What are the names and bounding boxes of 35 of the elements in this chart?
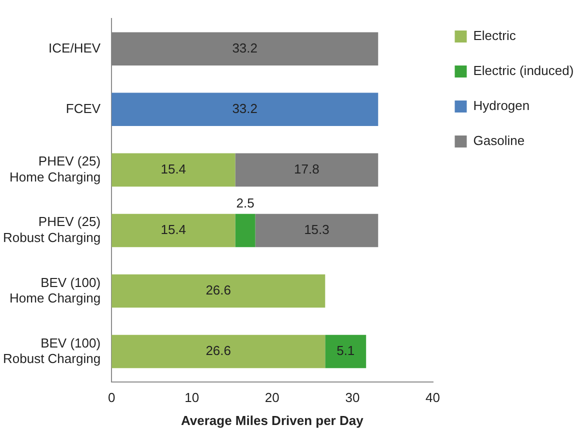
data-label: 26.6: [206, 343, 232, 358]
legend-label: Gasoline: [473, 133, 525, 148]
data-label: 15.3: [304, 222, 330, 238]
data-label: 17.8: [294, 162, 320, 177]
legend-label: Electric: [473, 28, 516, 44]
x-tick-label: 20: [264, 390, 280, 406]
x-tick-label: 40: [426, 390, 440, 406]
x-tick-label: 30: [345, 390, 360, 406]
bar: [112, 92, 378, 126]
y-tick-label: ICE/HEV: [48, 40, 101, 56]
bar: [112, 274, 326, 308]
y-tick-label: BEV (100) Robust Charging: [2, 335, 101, 366]
bar: [255, 214, 378, 248]
legend-label: Electric (induced): [473, 63, 574, 78]
bar: [235, 214, 256, 248]
data-label: 15.4: [160, 162, 186, 177]
y-tick-label: BEV (100) Home Charging: [10, 274, 101, 306]
x-axis-title: Average Miles Driven per Day: [180, 412, 364, 428]
legend-label: Hydrogen: [473, 98, 530, 114]
x-tick-label: 0: [108, 390, 116, 406]
bar: [235, 153, 378, 187]
data-label: 15.4: [160, 222, 186, 238]
bar: [112, 214, 236, 248]
y-tick-label: FCEV: [66, 100, 101, 116]
bar: [325, 334, 366, 368]
data-label: 33.2: [232, 100, 258, 116]
x-tick-label: 10: [184, 390, 200, 406]
bar: [112, 334, 326, 368]
y-tick-label: PHEV (25) Home Charging: [10, 154, 101, 184]
data-label: 33.2: [232, 40, 258, 56]
bar: [112, 153, 236, 187]
data-label: 26.6: [206, 282, 232, 298]
data-label: 5.1: [336, 343, 355, 358]
y-tick-label: PHEV (25) Robust Charging: [2, 214, 101, 245]
data-label: 2.5: [236, 195, 254, 210]
